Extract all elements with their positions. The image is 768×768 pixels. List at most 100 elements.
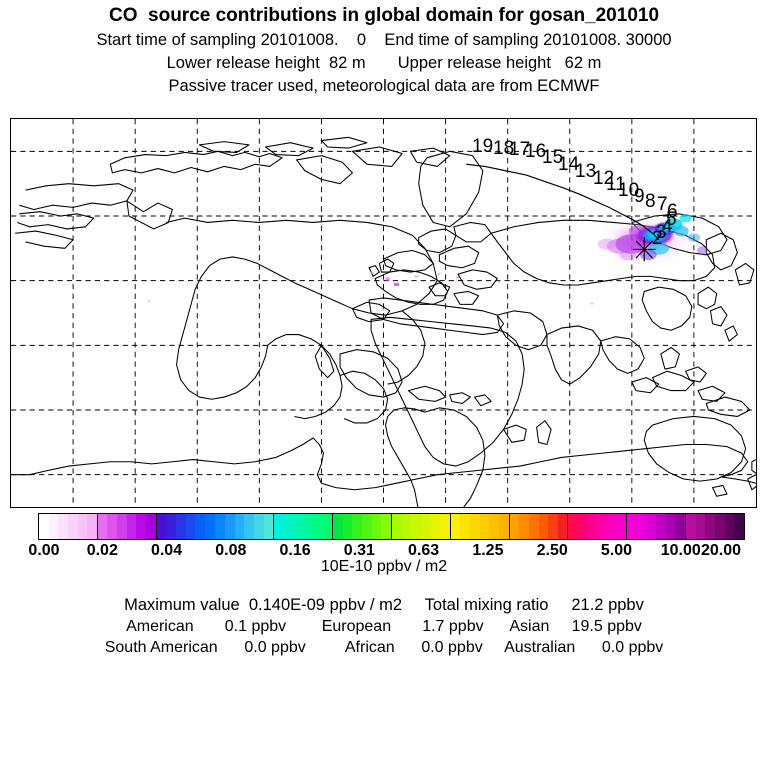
release-height-line: Lower release height 82 m Upper release …: [166, 54, 602, 72]
colorbar-step: [578, 514, 588, 539]
map-gridlines: [11, 119, 756, 507]
colorbar-step: [499, 514, 509, 539]
colorbar-block: [215, 514, 275, 539]
colorbar-step: [263, 514, 274, 539]
colorbar-step: [146, 514, 156, 539]
trajectory-label: 2: [652, 228, 663, 249]
trajectory-label: 11: [606, 174, 626, 195]
colorbar-step: [204, 514, 215, 539]
colorbar-step: [705, 514, 716, 539]
colorbar-step: [568, 514, 579, 539]
colorbar-step: [528, 514, 539, 539]
colorbar-tick-labels: 0.00 0.02 0.04 0.08 0.16 0.31 0.63 1.25 2.50 5.00…: [28, 542, 745, 562]
back-trajectory-path: [466, 163, 660, 241]
colorbar-step: [450, 514, 461, 539]
colorbar-block: [686, 514, 744, 539]
colorbar-step: [627, 514, 637, 539]
colorbar-step: [362, 514, 372, 539]
colorbar-step: [616, 514, 627, 539]
colorbar-tick: 0.08: [215, 542, 247, 559]
trajectory-label: 5: [666, 209, 677, 230]
colorbar-step: [67, 514, 78, 539]
colorbar-step: [39, 514, 49, 539]
map-canvas: 19 18 17 16 15 14 13 12 11 10 9 8 7 6 5 …: [11, 119, 756, 507]
colorbar-step: [185, 514, 196, 539]
coastlines: [11, 136, 756, 507]
colorbar-step: [715, 514, 725, 539]
colorbar-step: [401, 514, 412, 539]
colorbar-step: [587, 514, 598, 539]
colorbar-tick: 5.00: [600, 542, 633, 559]
region-row-1: American 0.1 ppbv European 1.7 ppbv Asia…: [126, 618, 642, 635]
colorbar-step: [303, 514, 313, 539]
sampling-time-line: Start time of sampling 20101008. 0 End t…: [96, 31, 672, 49]
colorbar-block: [39, 514, 98, 539]
colorbar-step: [636, 514, 647, 539]
colorbar-block: [156, 514, 216, 539]
colorbar-step: [695, 514, 706, 539]
colorbar-step: [283, 514, 294, 539]
colorbar-block: [333, 514, 392, 539]
colorbar-step: [381, 514, 391, 539]
colorbar-tick: 20.00: [700, 542, 742, 559]
colorbar-step: [686, 514, 696, 539]
trajectory-label: 8: [645, 191, 656, 212]
colorbar-step: [460, 514, 471, 539]
page-title: CO source contributions in global domain…: [108, 5, 660, 26]
colorbar-caption: 10E-10 ppbv / m2: [320, 558, 448, 575]
colorbar-step: [87, 514, 97, 539]
colorbar-step: [77, 514, 88, 539]
colorbar-step: [391, 514, 402, 539]
colorbar-step: [293, 514, 304, 539]
colorbar-step: [538, 514, 549, 539]
plume-main: [597, 213, 708, 267]
world-map-panel: 19 18 17 16 15 14 13 12 11 10 9 8 7 6 5 …: [10, 118, 757, 508]
colorbar-step: [656, 514, 666, 539]
trajectory-label: 14: [558, 154, 580, 175]
colorbar-step: [371, 514, 382, 539]
trajectory-label: 16: [525, 141, 547, 162]
colorbar-tick: 1.25: [472, 542, 504, 559]
colorbar-tick: 0.31: [343, 542, 375, 559]
release-site-marker: [632, 237, 656, 262]
plume-faint-specks: [147, 248, 594, 311]
colorbar-step: [724, 514, 735, 539]
colorbar-step: [470, 514, 480, 539]
colorbar-tick: 10.00: [660, 542, 701, 559]
colorbar-step: [97, 514, 108, 539]
colorbar-step: [411, 514, 421, 539]
trajectory-label: 17: [509, 139, 531, 160]
colorbar-step: [254, 514, 264, 539]
colorbar-step: [557, 514, 568, 539]
trajectory-label: 4: [662, 216, 673, 237]
colorbar-step: [225, 514, 235, 539]
trajectory-label: 6: [667, 201, 678, 222]
colorbar-block: [568, 514, 628, 539]
tracer-meteorology-line: Passive tracer used, meteorological data…: [168, 77, 600, 95]
colorbar-step: [274, 514, 284, 539]
colorbar-tick: 0.04: [150, 542, 183, 559]
trajectory-label: 19: [472, 136, 494, 157]
colorbar-block: [391, 514, 451, 539]
colorbar-step: [675, 514, 686, 539]
colorbar-step: [489, 514, 499, 539]
statistics-block: Maximum value 0.140E-09 ppbv / m2 Total …: [0, 593, 768, 657]
colorbar-step: [48, 514, 59, 539]
colorbar-step: [479, 514, 490, 539]
trajectory-label: 7: [657, 194, 668, 215]
colorbar-block: [97, 514, 157, 539]
trajectory-label: 13: [575, 161, 597, 182]
colorbar-step: [175, 514, 186, 539]
region-row-2: South American 0.0 ppbv African 0.0 ppbv…: [104, 639, 664, 656]
trajectory-label: 18: [493, 138, 515, 159]
trajectory-label: 15: [542, 147, 564, 168]
colorbar-tick: 0.16: [279, 542, 311, 559]
max-and-total-row: Maximum value 0.140E-09 ppbv / m2 Total …: [124, 596, 644, 614]
colorbar-step: [58, 514, 68, 539]
colorbar-step: [107, 514, 118, 539]
colorbar-step: [312, 514, 323, 539]
colorbar-step: [352, 514, 363, 539]
colorbar-step: [430, 514, 441, 539]
colorbar-step: [126, 514, 137, 539]
